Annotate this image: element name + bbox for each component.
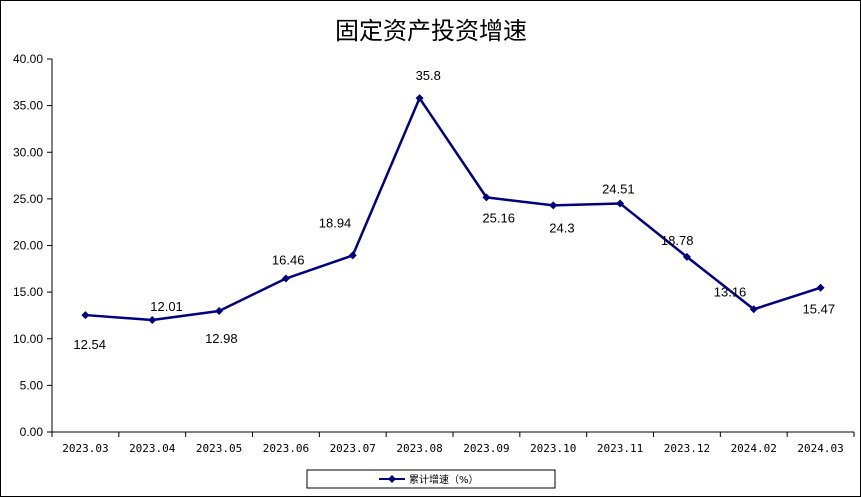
x-tick-label: 2023.12 (664, 442, 710, 455)
data-label: 12.54 (73, 337, 106, 352)
legend-box (306, 469, 556, 489)
data-label: 18.78 (661, 233, 694, 248)
x-tick-label: 2023.08 (396, 442, 442, 455)
y-tick-label: 0.00 (20, 425, 44, 439)
data-point (816, 283, 825, 292)
x-tick-label: 2024.03 (797, 442, 843, 455)
data-point (482, 193, 491, 202)
chart-title: 固定资产投资增速 (335, 17, 527, 45)
data-point (549, 201, 558, 210)
data-label: 12.98 (205, 331, 238, 346)
data-label: 25.16 (482, 210, 515, 225)
x-tick-label: 2023.11 (597, 442, 643, 455)
data-label: 35.8 (416, 68, 441, 83)
data-label: 12.01 (150, 299, 183, 314)
data-points (81, 94, 825, 325)
x-tick-label: 2023.09 (463, 442, 509, 455)
data-labels: 12.54 12.01 12.98 16.46 18.94 35.8 25.16 24.3 24… (73, 68, 835, 352)
x-tick-label: 2023.04 (129, 442, 176, 455)
y-tick-label: 40.00 (13, 52, 43, 66)
y-tick-label: 10.00 (13, 332, 43, 346)
y-tick-label: 15.00 (13, 285, 43, 299)
y-tick-label: 25.00 (13, 192, 43, 206)
y-tick-label: 30.00 (13, 145, 43, 159)
data-label: 18.94 (319, 215, 352, 230)
x-tick-label: 2023.06 (263, 442, 309, 455)
x-tick-label: 2024.02 (731, 442, 777, 455)
y-tick-label: 5.00 (20, 378, 44, 392)
legend-marker-swatch (388, 475, 396, 483)
data-point (81, 311, 90, 320)
x-tick-label: 2023.07 (330, 442, 376, 455)
x-tick-label: 2023.10 (530, 442, 576, 455)
y-tick-label: 35.00 (13, 99, 43, 113)
data-label: 24.51 (602, 181, 635, 196)
data-label: 13.16 (714, 284, 747, 299)
y-tick-label: 20.00 (13, 239, 43, 253)
data-label: 24.3 (549, 220, 574, 235)
data-label: 15.47 (803, 302, 836, 317)
data-point (281, 274, 290, 283)
data-point (415, 94, 424, 103)
data-point (749, 305, 758, 314)
x-tick-label: 2023.05 (196, 442, 242, 455)
legend-label: 累计增速（%） (409, 473, 479, 486)
data-point (348, 251, 357, 260)
x-tick-label: 2023.03 (62, 442, 108, 455)
data-point (215, 306, 224, 315)
data-point (148, 316, 157, 325)
x-ticks: 2023.03 2023.04 2023.05 2023.06 2023.07 2023.… (51, 432, 855, 455)
data-point (616, 199, 625, 208)
data-point (682, 252, 691, 261)
data-label: 16.46 (272, 253, 305, 268)
series-line (85, 96, 821, 322)
legend: 累计增速（%） (306, 469, 556, 489)
y-ticks: 0.00 5.00 10.00 15.00 20.00 25.00 30.00 35.00 40… (13, 52, 52, 439)
